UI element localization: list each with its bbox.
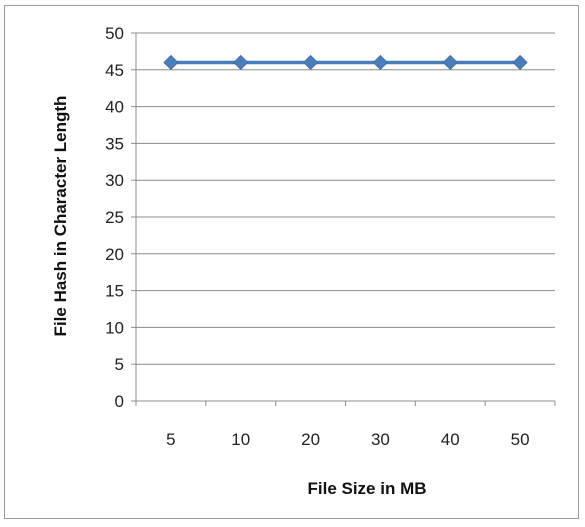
axes bbox=[131, 32, 556, 406]
y-tick-label: 40 bbox=[105, 98, 124, 117]
data-point-marker bbox=[442, 54, 458, 71]
y-tick-label: 50 bbox=[105, 24, 124, 43]
data-point-marker bbox=[303, 54, 319, 71]
x-tick-labels: 5 10 20 30 40 50 bbox=[166, 430, 529, 449]
x-tick-label: 30 bbox=[371, 430, 390, 449]
y-tick-label: 10 bbox=[105, 318, 124, 337]
data-point-marker bbox=[233, 54, 249, 71]
chart-frame bbox=[4, 5, 579, 519]
y-tick-label: 15 bbox=[105, 282, 124, 301]
x-tick-label: 20 bbox=[301, 430, 320, 449]
y-axis-title: File Hash in Character Length bbox=[51, 96, 70, 337]
data-point-marker bbox=[372, 54, 388, 71]
x-tick-label: 10 bbox=[231, 430, 250, 449]
y-tick-label: 25 bbox=[105, 208, 124, 227]
y-tick-labels: 0 5 10 15 20 25 30 35 40 45 50 bbox=[105, 24, 124, 411]
y-tick-label: 35 bbox=[105, 134, 124, 153]
gridlines bbox=[136, 32, 555, 365]
x-axis-title: File Size in MB bbox=[307, 479, 426, 498]
x-tick-label: 50 bbox=[511, 430, 530, 449]
series-layer bbox=[163, 54, 528, 71]
data-point-marker bbox=[163, 54, 179, 71]
x-tick-label: 40 bbox=[441, 430, 460, 449]
x-tick-label: 5 bbox=[166, 430, 175, 449]
y-tick-label: 5 bbox=[115, 355, 124, 374]
y-tick-label: 45 bbox=[105, 61, 124, 80]
y-tick-label: 0 bbox=[115, 392, 124, 411]
data-point-marker bbox=[512, 54, 528, 71]
y-tick-label: 30 bbox=[105, 171, 124, 190]
y-tick-label: 20 bbox=[105, 245, 124, 264]
